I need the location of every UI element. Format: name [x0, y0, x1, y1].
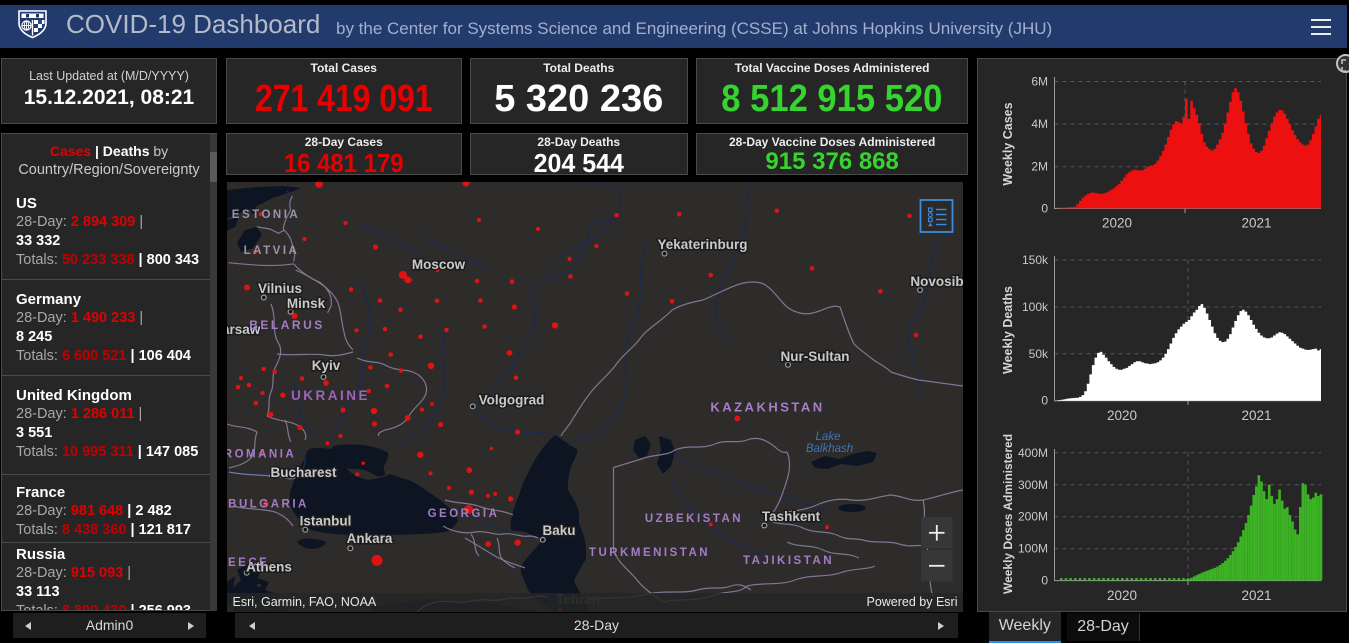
svg-text:Yekaterinburg: Yekaterinburg: [657, 237, 747, 252]
svg-text:Warsaw: Warsaw: [227, 322, 261, 337]
svg-text:Nur-Sultan: Nur-Sultan: [780, 349, 849, 364]
svg-text:Ankara: Ankara: [346, 531, 392, 546]
svg-text:2021: 2021: [1241, 588, 1271, 603]
svg-text:6M: 6M: [1031, 75, 1048, 89]
svg-text:Weekly Cases: Weekly Cases: [1001, 102, 1015, 185]
svg-text:0: 0: [1041, 201, 1048, 215]
svg-text:Balkhash: Balkhash: [805, 443, 852, 455]
svg-text:LATVIA: LATVIA: [243, 245, 299, 257]
svg-text:Volgograd: Volgograd: [478, 393, 544, 408]
svg-text:2021: 2021: [1241, 216, 1271, 231]
svg-text:300M: 300M: [1017, 478, 1047, 492]
svg-text:Vilnius: Vilnius: [257, 281, 301, 296]
svg-text:ESTONIA: ESTONIA: [231, 209, 299, 221]
svg-text:UKRAINE: UKRAINE: [290, 388, 369, 403]
svg-text:BULGARIA: BULGARIA: [228, 499, 309, 511]
svg-text:Kyiv: Kyiv: [311, 358, 340, 373]
svg-text:0: 0: [1041, 394, 1048, 408]
svg-text:Novosibirsk: Novosibirsk: [910, 274, 963, 289]
svg-text:Athens: Athens: [246, 560, 292, 575]
svg-text:Moscow: Moscow: [411, 257, 465, 272]
svg-text:Istanbul: Istanbul: [299, 514, 351, 529]
svg-text:150k: 150k: [1021, 253, 1048, 267]
svg-text:BELARUS: BELARUS: [249, 318, 325, 332]
svg-text:EECE: EECE: [228, 557, 269, 569]
svg-text:Tashkent: Tashkent: [761, 509, 820, 524]
svg-text:100k: 100k: [1021, 300, 1048, 314]
svg-text:0: 0: [1041, 574, 1048, 588]
svg-text:UZBEKISTAN: UZBEKISTAN: [644, 513, 742, 525]
svg-text:4M: 4M: [1031, 117, 1048, 131]
svg-text:400M: 400M: [1017, 446, 1047, 460]
svg-text:GEORGIA: GEORGIA: [427, 508, 499, 520]
svg-text:Bucharest: Bucharest: [270, 465, 337, 480]
svg-text:Weekly Deaths: Weekly Deaths: [1001, 286, 1015, 374]
svg-text:ROMANIA: ROMANIA: [227, 449, 296, 461]
svg-text:50k: 50k: [1028, 347, 1048, 361]
svg-text:TAJIKISTAN: TAJIKISTAN: [742, 555, 833, 567]
svg-text:TURKMENISTAN: TURKMENISTAN: [588, 547, 709, 559]
svg-text:Minsk: Minsk: [286, 296, 325, 311]
svg-text:2021: 2021: [1241, 408, 1271, 423]
svg-text:Baku: Baku: [542, 523, 575, 538]
svg-text:2020: 2020: [1106, 408, 1136, 423]
svg-text:2M: 2M: [1031, 160, 1048, 174]
svg-text:100M: 100M: [1017, 542, 1047, 556]
svg-text:Lake: Lake: [815, 431, 840, 443]
svg-text:200M: 200M: [1017, 510, 1047, 524]
svg-text:2020: 2020: [1101, 216, 1131, 231]
svg-text:Weekly Doses Administered: Weekly Doses Administered: [1001, 434, 1015, 594]
svg-text:KAZAKHSTAN: KAZAKHSTAN: [710, 400, 824, 415]
svg-text:2020: 2020: [1106, 588, 1136, 603]
